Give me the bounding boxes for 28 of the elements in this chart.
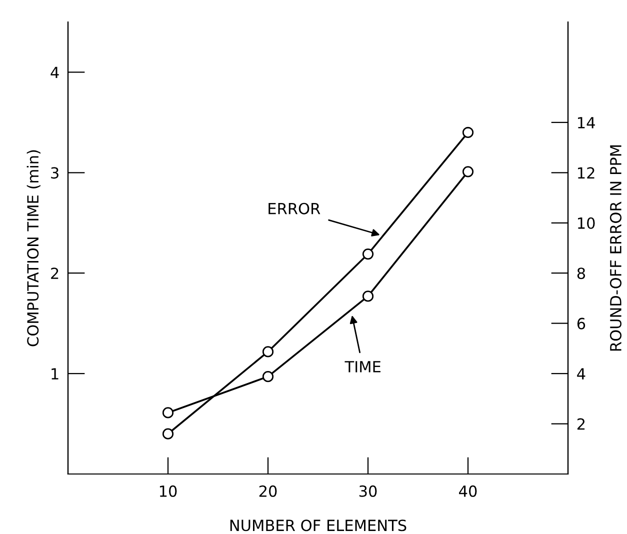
- y2-tick-label: 6: [577, 318, 586, 330]
- x-tick-label: 20: [259, 485, 277, 497]
- point: [262, 371, 274, 382]
- y2-tick-label: 10: [578, 217, 595, 229]
- x-tick-label: 10: [160, 485, 177, 497]
- point: [162, 428, 174, 440]
- y2-tick-label: 2: [577, 418, 585, 430]
- annotation: ERROR: [268, 202, 320, 214]
- point: [462, 126, 474, 138]
- y-tick-label: 3: [51, 167, 58, 179]
- x-tick-label: 30: [359, 485, 377, 497]
- y2-tick-label: 4: [577, 368, 586, 380]
- y2-tick-label: 12: [578, 167, 594, 178]
- point: [162, 407, 174, 418]
- y-tick-label: 2: [51, 268, 58, 279]
- x-axis-title: NUMBER OF ELEMENTS: [230, 520, 406, 532]
- y-axis-title: COMPUTATION TIME (min): [26, 150, 40, 346]
- point: [262, 346, 274, 358]
- y-tick-label: 1: [52, 368, 58, 380]
- y-tick-label: 4: [50, 66, 59, 78]
- point: [362, 290, 374, 302]
- point: [462, 166, 474, 178]
- y2-tick-label: 14: [578, 117, 595, 128]
- y2-tick-label: 8: [577, 268, 586, 280]
- annotation: TIME: [344, 361, 380, 372]
- y2-axis-title: ROUND-OFF ERROR IN PPM: [610, 145, 622, 351]
- point: [362, 248, 374, 260]
- x-tick-label: 40: [459, 485, 477, 497]
